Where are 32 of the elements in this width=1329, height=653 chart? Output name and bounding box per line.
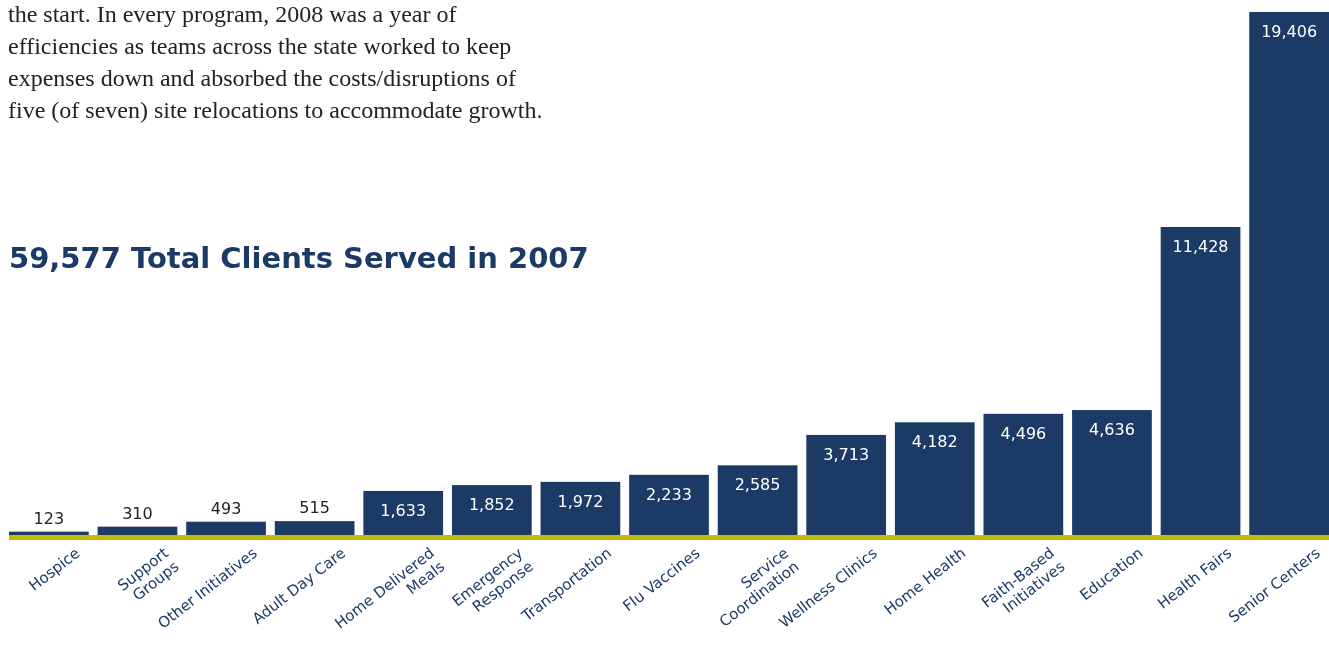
data-label: 1,633 (380, 500, 427, 520)
bar (717, 465, 798, 535)
data-label: 11,428 (1172, 237, 1229, 257)
text: 59,577 Total Clients Served in 2007 (9, 241, 589, 275)
bar (451, 485, 532, 535)
data-label: 310 (122, 503, 153, 523)
bar (1072, 410, 1152, 535)
bar (806, 434, 887, 535)
data-label: 4,496 (1000, 423, 1047, 443)
bar (9, 531, 89, 535)
bar (629, 474, 709, 535)
bar (186, 521, 266, 535)
data-label: 2,585 (734, 475, 781, 495)
data-label: 1,852 (468, 495, 515, 515)
data-label: 515 (299, 498, 330, 518)
data-label: 123 (33, 508, 65, 528)
data-label: 4,182 (911, 432, 958, 452)
data-label: 4,636 (1089, 420, 1135, 440)
data-label: 2,233 (646, 484, 692, 504)
data-label: 19,406 (1261, 22, 1318, 41)
bar (1160, 227, 1241, 535)
bar (274, 521, 355, 535)
annotation: the start. In every program, 2008 was a year of efficiencies as teams across the state worked to keep expenses down and absorbed the costs/disruptions of five (of seven) site relocations to accommodate growth. (8, 1, 543, 123)
data-label: 1,972 (557, 491, 604, 511)
bar (540, 481, 621, 535)
bar (97, 526, 178, 535)
bar (1249, 12, 1329, 535)
data-label: 493 (210, 498, 242, 518)
bar (983, 413, 1064, 535)
data-label: 3,713 (823, 444, 870, 464)
bar (894, 422, 975, 535)
bar (363, 490, 444, 535)
